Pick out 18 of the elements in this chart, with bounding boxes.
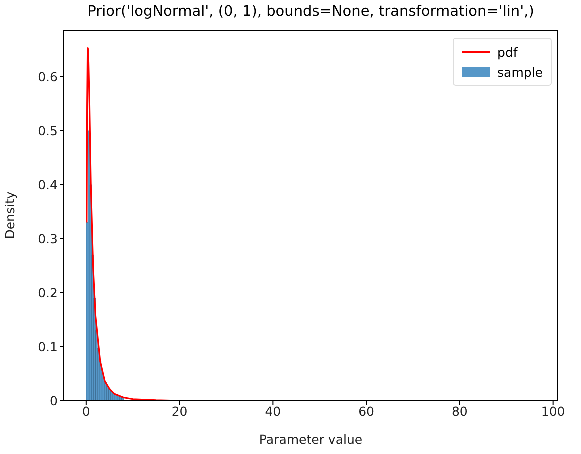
x-tick-label: 100 <box>541 404 566 419</box>
legend-label: pdf <box>498 44 518 60</box>
y-tick-label: 0.5 <box>38 123 58 138</box>
y-tick-label: 0.1 <box>38 339 58 354</box>
y-tick-label: 0.6 <box>38 69 58 84</box>
x-tick-label: 20 <box>172 404 188 419</box>
x-tick-label: 0 <box>82 404 90 419</box>
x-tick-label: 80 <box>452 404 468 419</box>
y-tick-label: 0.2 <box>38 285 58 300</box>
legend-label: sample <box>498 64 543 80</box>
y-axis-title: Density <box>2 191 18 240</box>
x-axis-title: Parameter value <box>259 432 363 447</box>
y-tick-label: 0 <box>50 393 58 408</box>
y-tick-label: 0.3 <box>38 231 58 246</box>
chart-title: Prior('logNormal', (0, 1), bounds=None, transformation='lin',) <box>86 4 536 20</box>
y-tick-label: 0.4 <box>38 177 58 192</box>
x-tick-label: 60 <box>358 404 375 419</box>
x-tick-label: 40 <box>265 404 282 419</box>
